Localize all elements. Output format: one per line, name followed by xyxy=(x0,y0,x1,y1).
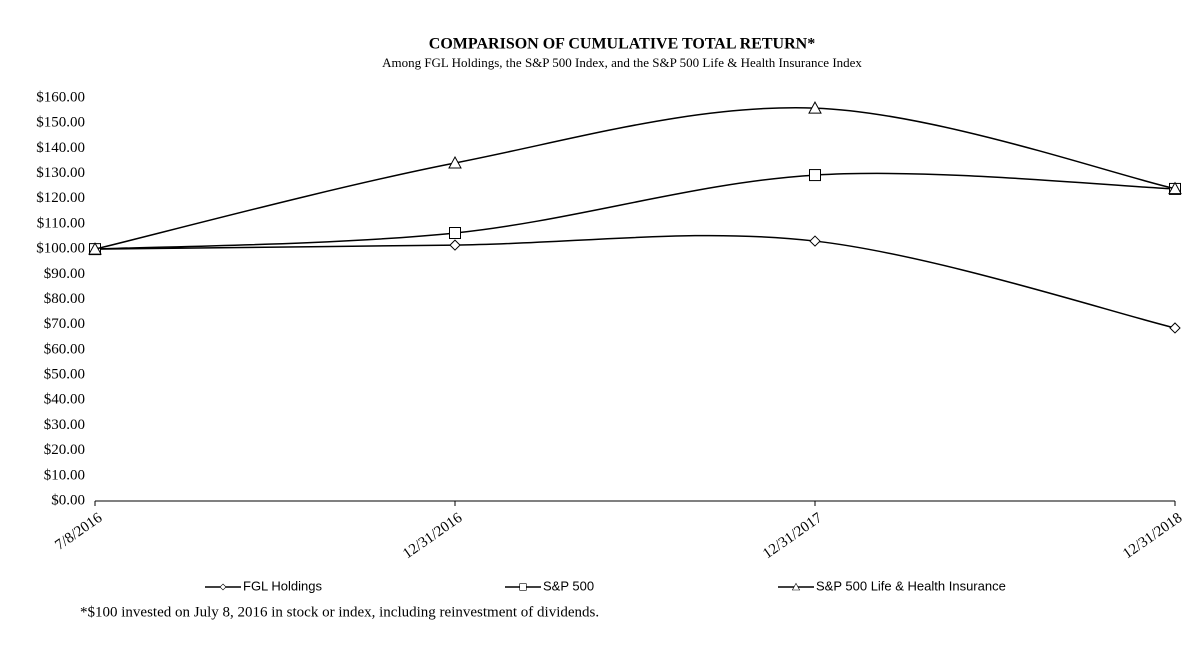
point xyxy=(448,155,462,169)
chart-title: COMPARISON OF CUMULATIVE TOTAL RETURN* xyxy=(429,36,815,53)
legend-marker xyxy=(219,583,227,591)
y-tick-label: $120.00 xyxy=(36,190,85,206)
point xyxy=(809,169,821,182)
y-tick-label: $40.00 xyxy=(44,392,85,408)
point xyxy=(449,227,461,240)
line xyxy=(94,234,1176,329)
y-tick-label: $0.00 xyxy=(51,492,85,508)
legend-marker xyxy=(519,583,527,591)
y-tick-label: $130.00 xyxy=(36,165,85,181)
point xyxy=(88,242,102,255)
footnote: *$100 invested on July 8, 2016 in stock … xyxy=(80,604,599,620)
line xyxy=(94,172,1176,250)
legend-label: S&P 500 xyxy=(543,578,594,593)
line xyxy=(94,106,1176,250)
x-tick-label: 12/31/2016 xyxy=(400,510,466,563)
y-tick-label: $30.00 xyxy=(44,417,85,433)
y-tick-label: $110.00 xyxy=(37,215,85,231)
point xyxy=(1169,322,1181,334)
x-tick-label: 12/31/2018 xyxy=(1120,510,1185,562)
point xyxy=(449,239,461,251)
legend-label: FGL Holdings xyxy=(243,578,322,593)
legend-marker xyxy=(791,582,801,591)
y-tick-label: $100.00 xyxy=(36,241,85,257)
y-tick-label: $20.00 xyxy=(44,442,85,458)
y-tick-label: $50.00 xyxy=(44,367,85,383)
legend-label: S&P 500 Life & Health Insurance xyxy=(816,578,1006,593)
chart-subtitle: Among FGL Holdings, the S&P 500 Index, a… xyxy=(382,55,862,70)
y-tick-label: $90.00 xyxy=(44,266,85,282)
y-tick-label: $10.00 xyxy=(44,467,85,483)
y-tick-label: $140.00 xyxy=(36,140,85,156)
y-tick-label: $60.00 xyxy=(44,341,85,357)
x-tick-label: 12/31/2017 xyxy=(760,510,826,563)
point xyxy=(809,235,821,247)
y-tick-label: $150.00 xyxy=(36,115,85,131)
y-tick-label: $70.00 xyxy=(44,316,85,332)
y-tick-label: $80.00 xyxy=(44,291,85,307)
x-tick-label: 7/8/2016 xyxy=(52,510,105,554)
point xyxy=(808,101,822,114)
y-tick-label: $160.00 xyxy=(36,89,85,105)
point xyxy=(1168,181,1182,195)
